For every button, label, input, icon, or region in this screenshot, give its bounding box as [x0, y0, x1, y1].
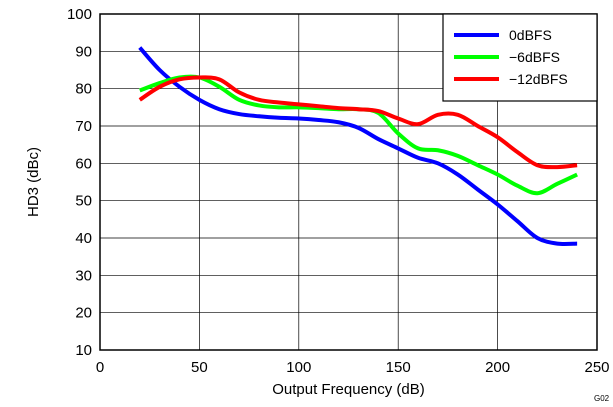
y-axis-label: HD3 (dBc): [25, 147, 42, 217]
series-layer: [138, 46, 578, 247]
legend-label-1: 0dBFS: [509, 27, 552, 43]
y-tick-label: 100: [67, 6, 92, 23]
legend-label-3: −12dBFS: [509, 71, 568, 87]
legend-label-2: −6dBFS: [509, 49, 560, 65]
y-tick-label: 50: [75, 193, 92, 210]
x-tick-label: 250: [584, 359, 609, 376]
y-tick-label: 20: [75, 305, 92, 322]
x-tick-label: 200: [485, 359, 510, 376]
y-tick-label: 90: [75, 43, 92, 60]
y-tick-label: 60: [75, 155, 92, 172]
y-tick-labels: 10 20 30 40 50 60 70 80 90 100: [67, 6, 92, 359]
legend: 0dBFS −6dBFS −12dBFS: [442, 13, 598, 102]
series-line-3: [138, 75, 578, 170]
x-tick-label: 100: [286, 359, 311, 376]
x-tick-label: 0: [96, 359, 104, 376]
x-tick-labels: 0 50 100 150 200 250: [96, 359, 610, 376]
y-tick-label: 70: [75, 118, 92, 135]
y-tick-label: 30: [75, 267, 92, 284]
x-tick-label: 50: [191, 359, 208, 376]
x-tick-label: 150: [386, 359, 411, 376]
figure-id: G02: [594, 394, 610, 403]
y-tick-label: 80: [75, 81, 92, 98]
y-tick-label: 40: [75, 230, 92, 247]
x-axis-label: Output Frequency (dB): [272, 381, 425, 398]
series-line-1: [138, 46, 578, 247]
plot-frame: [99, 13, 598, 351]
y-tick-label: 10: [75, 342, 92, 359]
